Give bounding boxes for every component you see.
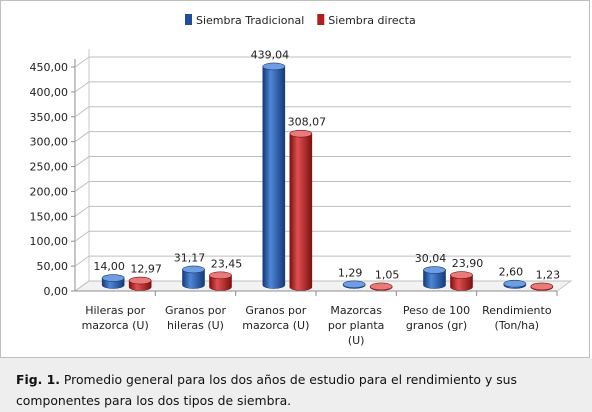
bar-body [450, 274, 473, 291]
bar-directa [450, 271, 473, 291]
y-tick-label: 0,00 [44, 285, 69, 298]
x-category-label: (Ton/ha) [495, 319, 540, 332]
bar-top [530, 282, 554, 291]
caption-text: Promedio general para los dos años de es… [16, 372, 517, 408]
bar-tradicional [101, 274, 125, 289]
bars [101, 62, 554, 291]
y-tick-label: 400,00 [30, 86, 69, 99]
gridline [74, 280, 571, 292]
bar-top [423, 266, 446, 274]
x-category-label: Peso de 100 [403, 304, 470, 317]
bar-top [182, 265, 205, 274]
chart-frame: 0,00 50,00 100,00 150,00 200,00 250,00 300,00 3… [0, 0, 590, 358]
bar-directa [369, 282, 393, 291]
legend-label: Siembra directa [328, 14, 415, 27]
x-category-label: mazorca (U) [242, 319, 309, 332]
x-category-label: Granos por [165, 304, 226, 317]
y-tick-label: 450,00 [30, 61, 69, 74]
bar-body [182, 269, 205, 289]
data-label: 23,90 [452, 257, 484, 270]
legend-item: Siembra directa [317, 14, 416, 27]
bar-directa [209, 271, 232, 291]
bar-tradicional [342, 280, 366, 289]
bar-body [209, 275, 232, 291]
gridline [74, 56, 571, 68]
data-label: 2,60 [499, 266, 524, 279]
legend-swatch [185, 14, 192, 25]
bar-chart: 0,00 50,00 100,00 150,00 200,00 250,00 300,00 3… [30, 14, 573, 347]
gridline [74, 255, 571, 267]
y-tick-label: 100,00 [30, 235, 69, 248]
bar-top [128, 276, 152, 285]
x-category-label: Rendimiento [482, 304, 552, 317]
y-tick-label: 350,00 [30, 111, 69, 124]
bar-top [503, 279, 527, 288]
bar-top [101, 274, 125, 282]
bar-body [289, 133, 313, 291]
y-tick-label: 250,00 [30, 161, 69, 174]
bar-top [369, 282, 393, 291]
bar-top [289, 129, 313, 138]
data-label: 30,04 [415, 252, 447, 265]
y-tick-label: 50,00 [37, 260, 69, 273]
y-tick-label: 300,00 [30, 136, 69, 149]
y-axis: 0,00 50,00 100,00 150,00 200,00 250,00 300,00 3… [30, 61, 75, 298]
data-label: 439,04 [251, 48, 290, 61]
gridline [74, 180, 571, 192]
x-category-label: mazorca (U) [82, 319, 149, 332]
x-category-label: por planta [328, 319, 385, 332]
data-label: 1,29 [338, 266, 363, 279]
x-category-label: hileras (U) [167, 319, 224, 332]
bar-top [342, 280, 366, 289]
figure-caption: Fig. 1. Promedio general para los dos añ… [16, 369, 582, 411]
bar-top [450, 271, 473, 279]
gridline [74, 81, 571, 93]
bar-body [262, 66, 286, 289]
data-label: 12,97 [130, 263, 162, 276]
bar-tradicional [182, 265, 205, 289]
x-category-label: Granos por [245, 304, 306, 317]
data-label: 1,05 [375, 268, 400, 281]
bar-top [262, 62, 286, 71]
bar-top [209, 271, 232, 280]
legend-item: Siembra Tradicional [185, 14, 304, 27]
legend-swatch [317, 14, 325, 25]
data-label: 1,23 [536, 268, 561, 281]
gridline [74, 156, 571, 167]
bar-tradicional [262, 62, 286, 289]
gridline [74, 106, 571, 118]
bar-directa [128, 276, 152, 291]
caption-band: Fig. 1. Promedio general para los dos añ… [0, 358, 592, 412]
gridline [74, 131, 571, 143]
x-category-label: granos (gr) [406, 319, 467, 332]
bar-directa [289, 129, 313, 291]
bar-body [423, 269, 446, 289]
bar-tradicional [423, 266, 446, 289]
bar-tradicional [503, 279, 527, 289]
chart-wall [73, 49, 573, 292]
legend: Siembra Tradicional Siembra directa [185, 14, 416, 27]
data-label: 31,17 [174, 251, 206, 264]
gridlines [74, 56, 571, 292]
bar-directa [530, 282, 554, 291]
y-tick-label: 200,00 [30, 185, 69, 198]
gridline [74, 205, 571, 217]
data-labels: 14,00 12,97 31,17 23,45 439,04 308,07 1,29 1,05… [93, 48, 560, 281]
data-label: 23,45 [211, 257, 243, 270]
x-category-label: Hileras por [85, 304, 145, 317]
y-tick-label: 150,00 [30, 210, 69, 223]
x-axis: Hileras por mazorca (U) Granos por hileras … [75, 290, 558, 347]
gridline [74, 230, 571, 242]
caption-label: Fig. 1. [16, 372, 60, 387]
x-category-label: Mazorcas [330, 304, 382, 317]
x-category-label: (U) [348, 334, 365, 347]
data-label: 308,07 [288, 116, 327, 129]
legend-label: Siembra Tradicional [196, 14, 304, 27]
data-label: 14,00 [93, 260, 125, 273]
